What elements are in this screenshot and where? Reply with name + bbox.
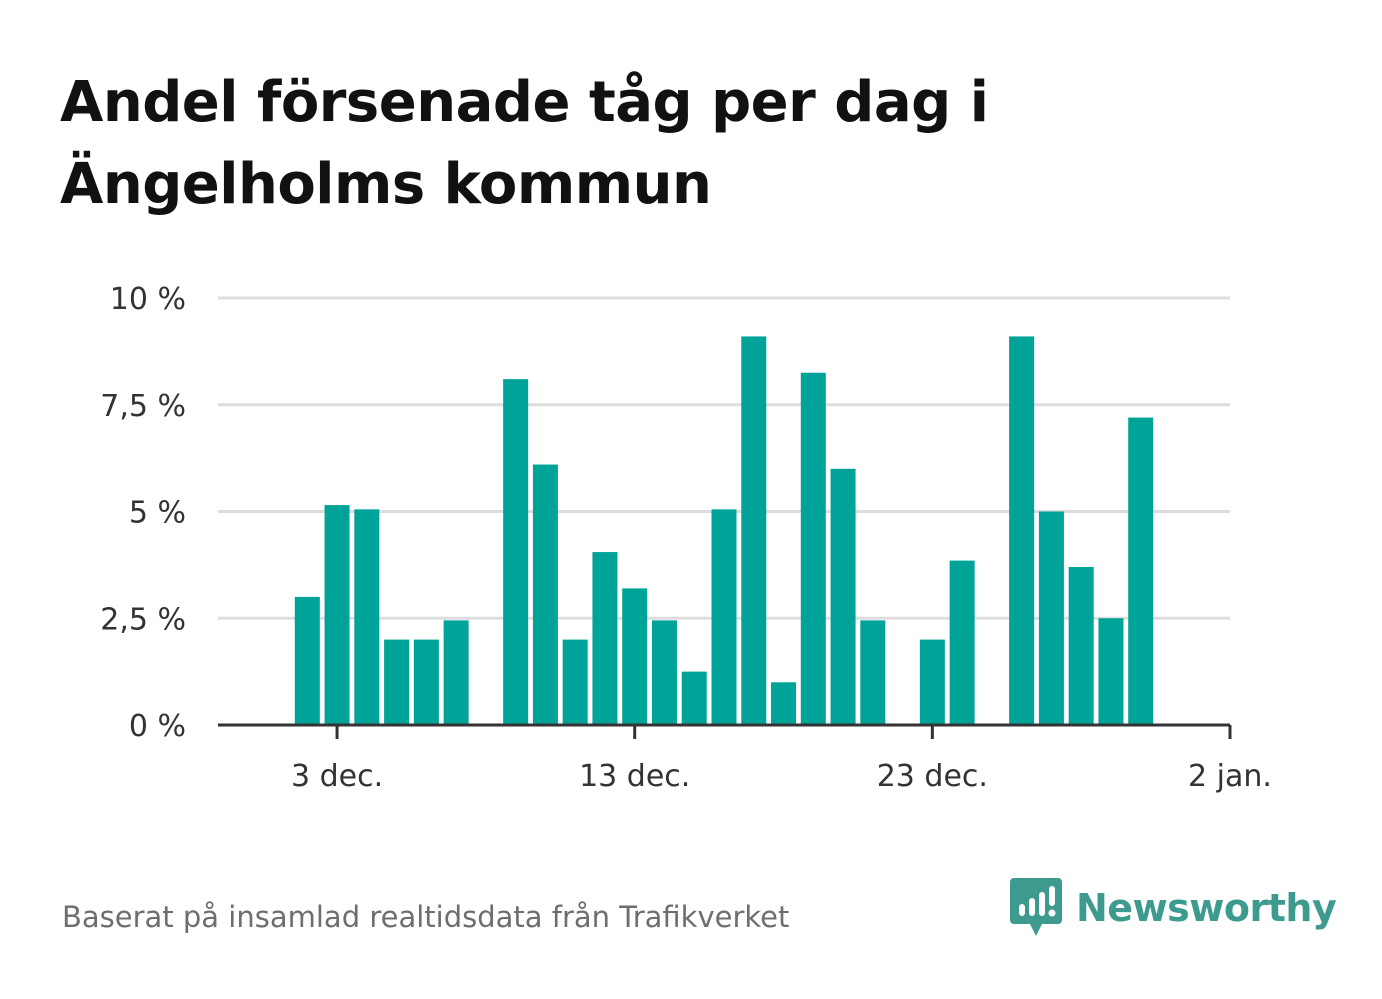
bar-2024-12-06[interactable] <box>413 639 439 725</box>
bar-2024-12-19[interactable] <box>800 372 826 725</box>
bar-2024-12-16[interactable] <box>711 509 737 725</box>
y-tick-label: 2,5 % <box>100 602 186 637</box>
bar-2024-12-14[interactable] <box>651 620 677 725</box>
newsworthy-logo-icon <box>1010 878 1062 936</box>
bar-2024-12-10[interactable] <box>532 464 558 725</box>
x-tick-label: 3 dec. <box>291 759 383 794</box>
bar-2024-12-23[interactable] <box>919 639 945 725</box>
bar-2024-12-27[interactable] <box>1038 511 1064 726</box>
bar-2024-12-17[interactable] <box>741 336 767 725</box>
bar-2024-12-12[interactable] <box>592 552 618 725</box>
bar-2024-12-07[interactable] <box>443 620 469 725</box>
bar-2024-12-28[interactable] <box>1068 567 1094 725</box>
y-tick-label: 5 % <box>129 496 186 531</box>
bar-2024-12-29[interactable] <box>1098 618 1124 725</box>
bar-2024-12-30[interactable] <box>1128 417 1154 725</box>
bar-2024-12-24[interactable] <box>949 560 975 725</box>
brand-name: Newsworthy <box>1076 886 1337 930</box>
bar-2024-12-09[interactable] <box>503 379 529 725</box>
brand-logo[interactable]: Newsworthy <box>1010 878 1337 938</box>
bar-2024-12-11[interactable] <box>562 639 588 725</box>
y-tick-label: 7,5 % <box>100 389 186 424</box>
bars <box>294 336 1154 726</box>
y-axis-labels: 0 % 2,5 % 5 % 7,5 % 10 % <box>100 282 186 744</box>
source-note: Baserat på insamlad realtidsdata från Tr… <box>62 900 790 934</box>
bar-2024-12-03[interactable] <box>324 505 350 725</box>
bar-2024-12-20[interactable] <box>830 468 856 725</box>
bar-2024-12-18[interactable] <box>771 682 797 725</box>
x-axis: 3 dec. 13 dec. 23 dec. 2 jan. <box>218 723 1272 794</box>
bar-2024-12-21[interactable] <box>860 620 886 725</box>
bar-2024-12-02[interactable] <box>294 596 320 725</box>
x-tick-label: 13 dec. <box>579 759 690 794</box>
y-tick-label: 10 % <box>110 282 186 317</box>
chart-title: Andel försenade tåg per dag i Ängelholms… <box>60 70 989 217</box>
x-tick-label: 23 dec. <box>877 759 988 794</box>
bar-2024-12-04[interactable] <box>354 509 380 725</box>
bar-2024-12-26[interactable] <box>1009 336 1035 725</box>
bar-2024-12-05[interactable] <box>384 639 410 725</box>
x-tick-label: 2 jan. <box>1188 759 1272 794</box>
y-tick-label: 0 % <box>129 709 186 744</box>
bar-2024-12-13[interactable] <box>622 588 648 725</box>
bar-2024-12-15[interactable] <box>681 671 707 725</box>
